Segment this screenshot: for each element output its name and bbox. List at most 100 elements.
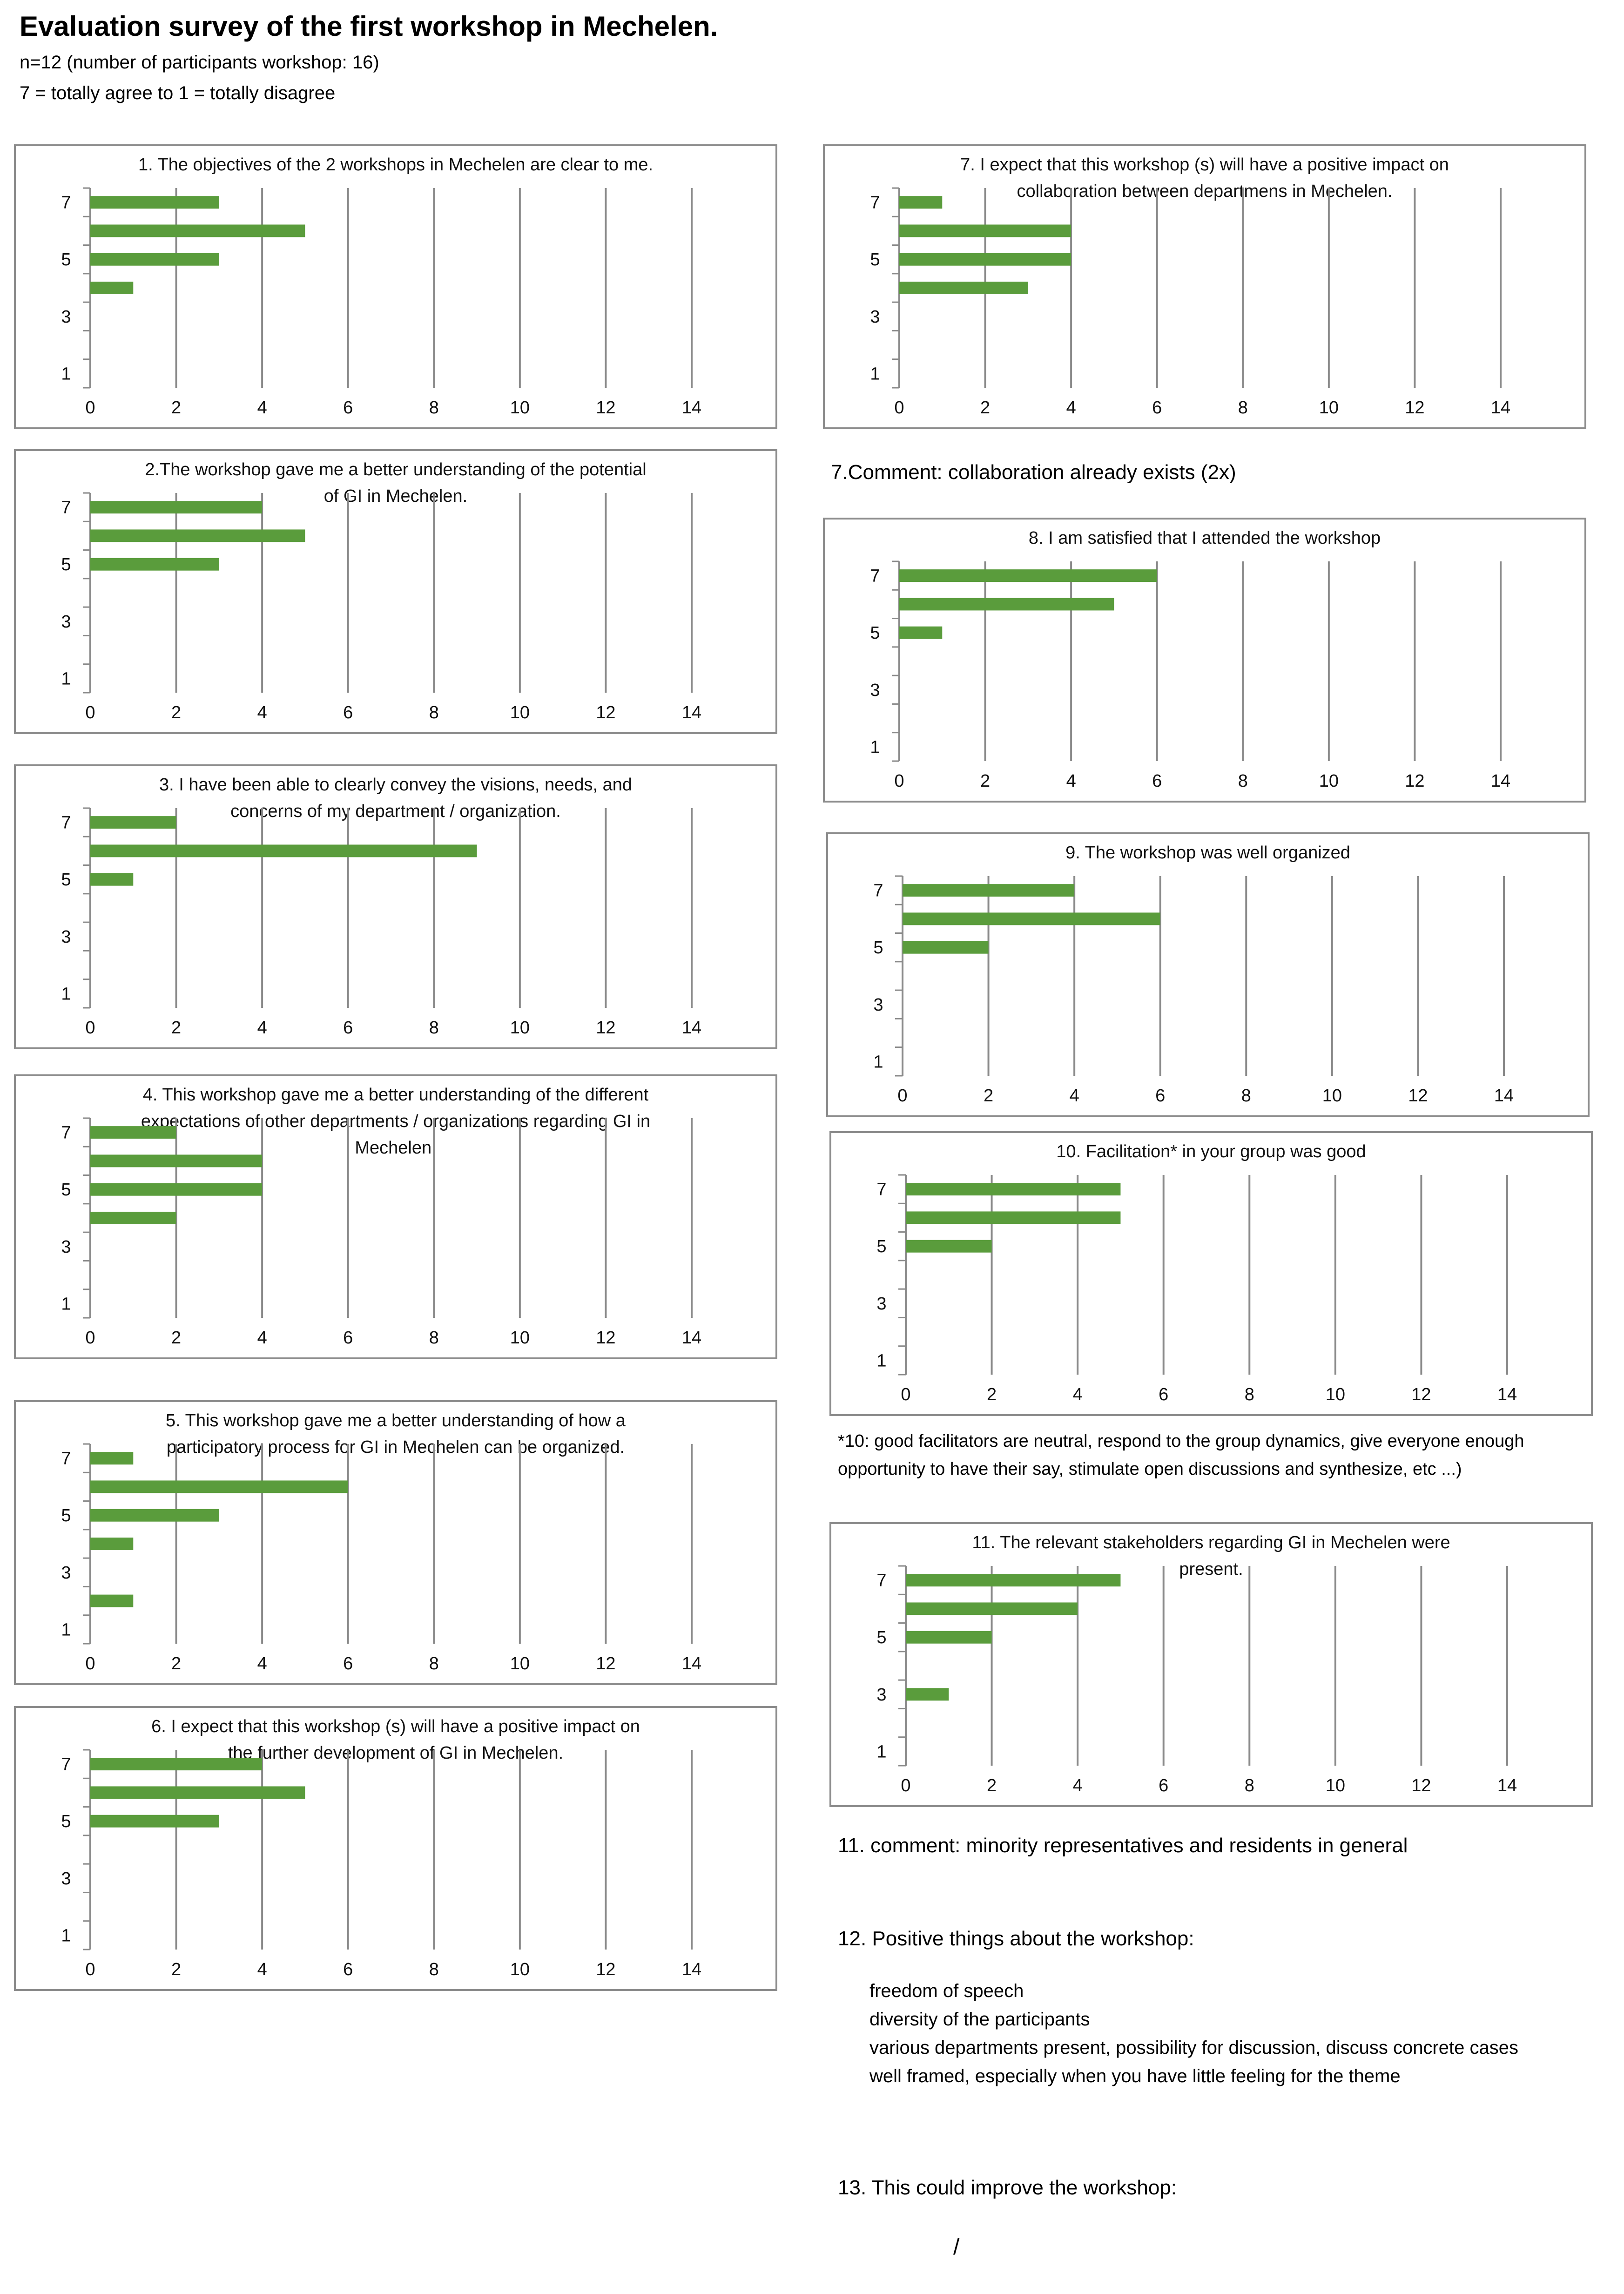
x-tick-label: 12 (1411, 1776, 1431, 1795)
y-tick-label: 7 (61, 1449, 71, 1469)
bar-7 (899, 196, 943, 209)
x-tick-label: 12 (1405, 771, 1424, 791)
y-tick-label: 3 (61, 612, 71, 632)
x-tick-label: 0 (901, 1776, 910, 1795)
chart-q7: 7. I expect that this workshop (s) will … (823, 144, 1586, 429)
x-tick-label: 6 (343, 398, 353, 418)
x-tick-label: 10 (510, 1654, 530, 1673)
x-tick-label: 6 (343, 1328, 353, 1348)
chart-title: participatory process for GI in Mechelen… (167, 1437, 625, 1457)
chart-svg: 6. I expect that this workshop (s) will … (61, 1717, 701, 1979)
x-tick-label: 10 (510, 703, 530, 722)
bar-7 (90, 501, 263, 514)
bar-4 (90, 1538, 134, 1550)
q7-comment: 7.Comment: collaboration already exists … (831, 461, 1236, 484)
bar-7 (906, 1183, 1121, 1196)
x-tick-label: 0 (85, 1328, 95, 1348)
bar-5 (90, 1815, 219, 1828)
x-tick-label: 0 (85, 1654, 95, 1673)
x-tick-label: 10 (510, 1960, 530, 1979)
chart-svg: 7. I expect that this workshop (s) will … (870, 155, 1510, 418)
bar-7 (90, 1126, 176, 1139)
x-tick-label: 0 (85, 703, 95, 722)
x-tick-label: 14 (682, 1328, 701, 1348)
x-tick-label: 2 (987, 1776, 997, 1795)
y-tick-label: 1 (61, 364, 71, 384)
bar-6 (899, 598, 1114, 611)
x-tick-label: 12 (1408, 1086, 1428, 1106)
bar-5 (899, 253, 1071, 266)
bar-5 (903, 941, 989, 954)
chart-q6: 6. I expect that this workshop (s) will … (14, 1706, 777, 1991)
bar-4 (899, 282, 1028, 294)
x-tick-label: 4 (1066, 398, 1076, 418)
chart-title: collaboration between departmens in Mech… (1017, 182, 1393, 201)
chart-title: 1. The objectives of the 2 workshops in … (138, 155, 653, 175)
chart-svg: 1. The objectives of the 2 workshops in … (61, 155, 701, 418)
y-tick-label: 1 (61, 984, 71, 1004)
x-tick-label: 12 (596, 1328, 615, 1348)
chart-title: 7. I expect that this workshop (s) will … (960, 155, 1449, 175)
y-tick-label: 5 (876, 1237, 886, 1256)
bar-3 (906, 1688, 949, 1701)
chart-title: Mechelen. (355, 1138, 436, 1158)
y-tick-label: 5 (61, 1812, 71, 1831)
y-tick-label: 5 (873, 938, 883, 958)
y-tick-label: 1 (61, 1926, 71, 1945)
x-tick-label: 6 (343, 1018, 353, 1038)
x-tick-label: 6 (1159, 1776, 1168, 1795)
x-tick-label: 8 (429, 1960, 439, 1979)
x-tick-label: 4 (257, 703, 267, 722)
chart-svg: 11. The relevant stakeholders regarding … (876, 1533, 1517, 1795)
y-tick-label: 5 (870, 623, 880, 643)
q12-item: well framed, especially when you have li… (869, 2066, 1401, 2086)
x-tick-label: 4 (257, 1328, 267, 1348)
y-tick-label: 3 (61, 307, 71, 327)
x-tick-label: 4 (1073, 1776, 1083, 1795)
bar-6 (906, 1602, 1078, 1615)
chart-q1: 1. The objectives of the 2 workshops in … (14, 144, 777, 429)
x-tick-label: 8 (1241, 1086, 1251, 1106)
x-tick-label: 14 (682, 1654, 701, 1673)
q12-heading: 12. Positive things about the workshop: (838, 1927, 1194, 1950)
x-tick-label: 14 (682, 398, 701, 418)
y-tick-label: 7 (61, 1755, 71, 1774)
x-tick-label: 4 (257, 398, 267, 418)
x-tick-label: 8 (429, 1654, 439, 1673)
x-tick-label: 4 (1070, 1086, 1079, 1106)
bar-5 (899, 626, 943, 639)
bar-6 (90, 529, 305, 542)
q13-answer: / (953, 2235, 960, 2260)
x-tick-label: 4 (257, 1960, 267, 1979)
q13-heading: 13. This could improve the workshop: (838, 2176, 1177, 2199)
y-tick-label: 7 (870, 567, 880, 586)
x-tick-label: 2 (171, 1018, 181, 1038)
bar-6 (906, 1211, 1121, 1224)
x-tick-label: 8 (1238, 398, 1248, 418)
bar-6 (899, 224, 1071, 237)
y-tick-label: 5 (870, 250, 880, 270)
x-tick-label: 0 (894, 771, 904, 791)
chart-svg: 8. I am satisfied that I attended the wo… (870, 528, 1510, 791)
x-tick-label: 12 (596, 1654, 615, 1673)
x-tick-label: 14 (682, 703, 701, 722)
y-tick-label: 3 (876, 1294, 886, 1314)
x-tick-label: 2 (171, 703, 181, 722)
y-tick-label: 1 (61, 669, 71, 688)
bar-7 (903, 884, 1075, 897)
bar-5 (90, 558, 219, 571)
x-tick-label: 14 (1491, 771, 1510, 791)
x-tick-label: 8 (429, 1328, 439, 1348)
x-tick-label: 2 (171, 1960, 181, 1979)
bar-6 (903, 912, 1160, 925)
bar-6 (90, 224, 305, 237)
q10-footnote-line-1: *10: good facilitators are neutral, resp… (838, 1431, 1524, 1451)
y-tick-label: 3 (870, 307, 880, 327)
chart-title: expectations of other departments / orga… (141, 1112, 650, 1131)
x-tick-label: 8 (1245, 1776, 1254, 1795)
chart-title: 2.The workshop gave me a better understa… (145, 460, 646, 479)
x-tick-label: 12 (596, 1018, 615, 1038)
x-tick-label: 0 (85, 1018, 95, 1038)
chart-title: the further development of GI in Mechele… (228, 1743, 563, 1763)
bar-7 (90, 1452, 134, 1465)
